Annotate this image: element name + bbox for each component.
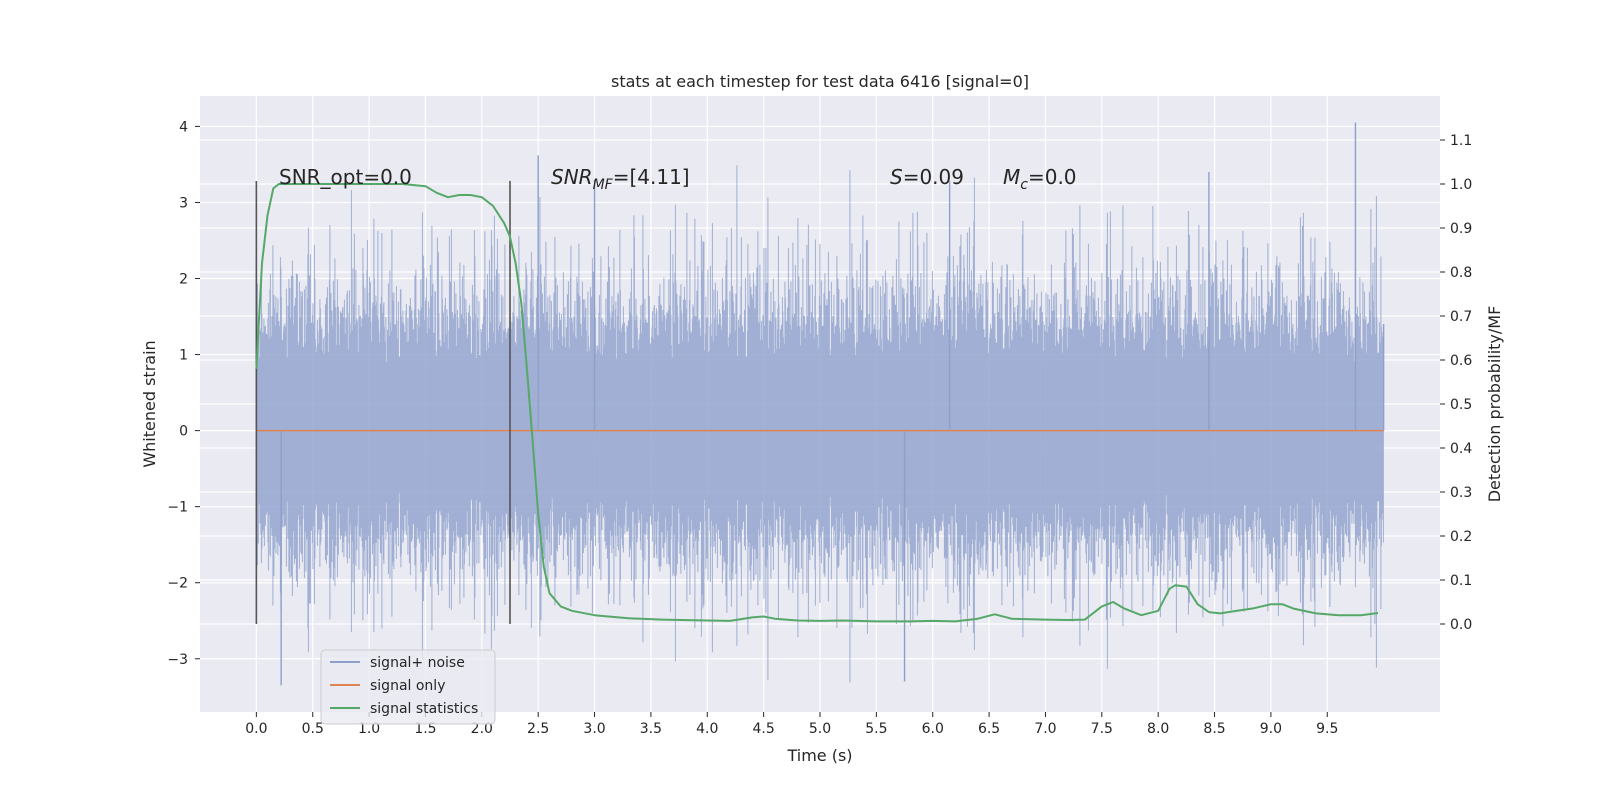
x-tick-label: 4.0 [696,721,718,737]
signal-statistics-series [255,183,1379,623]
x-tick-label: 9.0 [1260,721,1282,737]
legend-label-noise: signal+ noise [370,655,465,671]
y-right-tick-label: 1.0 [1450,177,1472,193]
x-tick-label: 8.0 [1147,721,1169,737]
y-axis-left: −3 −2 −1 0 1 2 3 4 [167,119,200,668]
x-tick-label: 5.5 [865,721,887,737]
y-right-tick-label: 0.6 [1450,353,1472,369]
legend-label-signal: signal only [370,678,445,694]
legend-label-stats: signal statistics [370,701,478,717]
mc-subscript: c [1020,177,1028,193]
snr-mf-value: =[4.11] [613,165,690,189]
annotation-snr-mf: SNRMF=[4.11] [551,165,690,193]
x-tick-label: 3.5 [640,721,662,737]
x-tick-label: 2.0 [471,721,493,737]
x-tick-label: 4.5 [753,721,775,737]
y-axis-left-label: Whitened strain [140,340,159,467]
y-right-tick-label: 0.5 [1450,397,1472,413]
legend-box [320,649,496,725]
y-left-tick-label: −3 [167,652,188,668]
signal-statistics-line [255,183,1379,623]
y-left-tick-label: 4 [179,119,188,135]
annotation-s: S=0.09 [890,165,964,189]
y-right-tick-label: 0.2 [1450,529,1472,545]
legend: signal+ noise signal only signal statist… [320,649,496,725]
y-right-tick-label: 0.7 [1450,309,1472,325]
s-value: =0.09 [903,165,964,189]
x-tick-label: 8.5 [1203,721,1225,737]
y-left-tick-label: 0 [179,424,188,440]
x-axis: 0.0 0.5 1.0 1.5 2.0 2.5 3.0 3.5 4.0 4.5 5.0 5.5 6.0 6… [245,712,1338,737]
x-tick-label: 6.5 [978,721,1000,737]
annotation-snr-opt: SNR_opt=0.0 [279,165,412,189]
x-tick-label: 1.5 [414,721,436,737]
y-right-tick-label: 0.0 [1450,617,1472,633]
x-tick-label: 7.0 [1034,721,1056,737]
y-left-tick-label: −1 [167,500,188,516]
x-tick-label: 0.0 [245,721,267,737]
x-tick-label: 1.0 [358,721,380,737]
x-tick-label: 0.5 [302,721,324,737]
y-right-tick-label: 0.1 [1450,573,1472,589]
y-left-tick-label: 3 [179,195,188,211]
y-left-tick-label: −2 [167,576,188,592]
mc-value: =0.0 [1028,165,1077,189]
x-axis-label: Time (s) [786,746,852,765]
s-symbol: S [890,165,903,189]
x-tick-label: 6.0 [922,721,944,737]
snr-mf-symbol: SNR [551,165,593,189]
y-right-tick-label: 0.8 [1450,265,1472,281]
x-tick-label: 9.5 [1316,721,1338,737]
y-right-tick-label: 0.9 [1450,221,1472,237]
snr-mf-subscript: MF [593,177,614,193]
y-axis-right: 0.0 0.1 0.2 0.3 0.4 0.5 0.6 0.7 0.8 0.9 1.0 1.1 [1440,133,1472,633]
y-right-tick-label: 1.1 [1450,133,1472,149]
x-tick-label: 5.0 [809,721,831,737]
y-left-tick-label: 1 [179,348,188,364]
chart-title: stats at each timestep for test data 641… [611,72,1029,91]
annotation-mc: Mc=0.0 [1003,165,1077,193]
x-tick-label: 3.0 [583,721,605,737]
y-right-tick-label: 0.4 [1450,441,1472,457]
y-right-tick-label: 0.3 [1450,485,1472,501]
mc-symbol: M [1003,165,1020,189]
x-tick-label: 7.5 [1091,721,1113,737]
y-left-tick-label: 2 [179,272,188,288]
y-axis-right-label: Detection probability/MF [1485,306,1504,503]
vertical-markers [255,181,511,624]
x-tick-label: 2.5 [527,721,549,737]
